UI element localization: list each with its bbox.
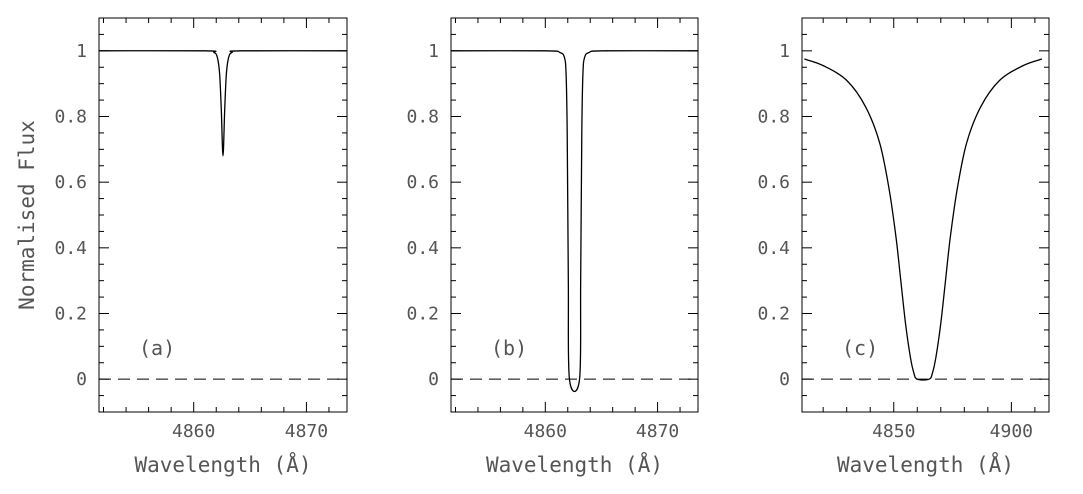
plot-frame (801, 17, 1050, 413)
y-tick-label: 0.4 (757, 238, 790, 259)
spectrum-line (98, 50, 348, 157)
y-tick-label: 0 (76, 369, 87, 390)
y-tick-label: 0.8 (406, 107, 439, 128)
y-axis-title: Normalised Flux (15, 120, 39, 310)
plot-frame (450, 17, 699, 413)
y-tick-label: 0.6 (54, 172, 87, 193)
x-axis-title: Wavelength (Å) (837, 451, 1014, 477)
y-tick-label: 0.2 (54, 304, 87, 325)
y-tick-label: 0.8 (54, 107, 87, 128)
x-axis-title: Wavelength (Å) (486, 451, 663, 477)
x-tick-label: 4860 (524, 421, 567, 442)
y-tick-label: 0.2 (757, 304, 790, 325)
x-tick-label: 4860 (172, 421, 215, 442)
y-tick-label: 0.4 (406, 238, 439, 259)
y-tick-label: 1 (779, 41, 790, 62)
y-tick-label: 0.4 (54, 238, 87, 259)
y-tick-label: 0.8 (757, 107, 790, 128)
x-axis-title: Wavelength (Å) (134, 451, 311, 477)
y-tick-label: 0.6 (406, 172, 439, 193)
y-tick-label: 0.6 (757, 172, 790, 193)
panel-1: 0 0.2 0.4 0.6 0.8 1 4860 4870 Wavelength (Å) (a) (54, 17, 348, 477)
spectrum-line (450, 50, 699, 393)
panel-label: (a) (139, 336, 175, 360)
panel-label: (b) (491, 336, 527, 360)
x-tick-label: 4870 (285, 421, 328, 442)
panel-label: (c) (842, 336, 878, 360)
panel-3: 0 0.2 0.4 0.6 0.8 1 4850 4900 Wavelength (Å) (c) (757, 17, 1050, 477)
y-tick-label: 0 (428, 369, 439, 390)
y-tick-label: 1 (428, 41, 439, 62)
x-tick-label: 4850 (872, 421, 915, 442)
y-tick-label: 0 (779, 369, 790, 390)
panel-2: 0 0.2 0.4 0.6 0.8 1 4860 4870 Wavelength (Å) (b) (406, 17, 699, 477)
y-tick-label: 0.2 (406, 304, 439, 325)
y-tick-label: 1 (76, 41, 87, 62)
plot-frame (98, 17, 348, 413)
x-tick-label: 4900 (990, 421, 1033, 442)
x-tick-label: 4870 (636, 421, 679, 442)
spectrum-line (804, 58, 1043, 381)
